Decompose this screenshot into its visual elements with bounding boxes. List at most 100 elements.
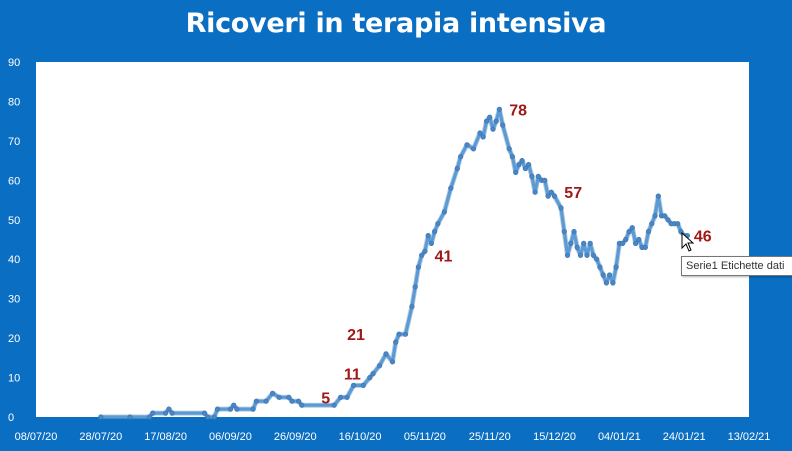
- data-point: [338, 394, 344, 400]
- data-point: [581, 240, 587, 246]
- data-point: [529, 173, 535, 179]
- data-point: [662, 213, 668, 219]
- data-label: 5: [321, 390, 330, 407]
- data-point: [351, 382, 357, 389]
- data-label: 11: [344, 367, 361, 384]
- data-point: [127, 414, 133, 420]
- y-tick-label: 0: [8, 412, 14, 424]
- data-point: [169, 410, 175, 416]
- data-point: [367, 375, 373, 381]
- data-point: [568, 240, 574, 246]
- data-point: [509, 154, 516, 160]
- data-point: [289, 398, 295, 404]
- data-point: [412, 284, 418, 290]
- x-tick-label: 26/09/20: [274, 431, 317, 443]
- data-point: [610, 280, 616, 286]
- data-point: [632, 240, 639, 246]
- data-point: [665, 217, 671, 223]
- data-point: [652, 213, 658, 219]
- data-point: [594, 256, 600, 262]
- data-point: [623, 236, 629, 243]
- data-point: [201, 410, 208, 416]
- data-point: [545, 193, 551, 199]
- data-point: [535, 173, 541, 179]
- data-point: [464, 142, 470, 148]
- data-point: [571, 229, 577, 235]
- data-point: [253, 398, 259, 404]
- data-point: [525, 162, 532, 168]
- data-point: [584, 252, 590, 258]
- data-point: [376, 363, 383, 369]
- data-point: [551, 193, 558, 199]
- data-point: [454, 165, 460, 172]
- data-point: [590, 252, 597, 258]
- x-tick-label: 25/11/20: [469, 431, 511, 443]
- data-point: [522, 165, 529, 172]
- data-point: [542, 177, 548, 183]
- data-point: [496, 106, 503, 112]
- data-label: 78: [509, 102, 527, 119]
- data-point: [564, 252, 571, 258]
- data-point: [146, 414, 152, 420]
- data-point: [490, 126, 496, 132]
- data-point: [642, 244, 648, 250]
- data-point: [344, 394, 350, 400]
- y-tick-label: 40: [8, 254, 20, 266]
- data-point: [214, 406, 221, 412]
- x-tick-label: 24/01/21: [663, 431, 706, 443]
- data-point: [409, 304, 415, 310]
- data-point: [603, 280, 610, 286]
- x-tick-label: 16/10/20: [339, 431, 382, 443]
- data-point: [636, 236, 642, 243]
- chart-title: Ricoveri in terapia intensiva: [185, 8, 607, 39]
- data-point: [393, 339, 399, 345]
- data-point: [263, 398, 269, 404]
- data-point: [480, 134, 486, 140]
- data-point: [422, 248, 428, 254]
- data-point: [629, 225, 635, 231]
- data-point: [574, 244, 580, 250]
- data-point: [493, 118, 499, 124]
- data-point: [561, 229, 567, 235]
- data-point: [415, 264, 422, 270]
- y-tick-label: 30: [8, 294, 20, 306]
- data-point: [645, 229, 652, 235]
- data-point: [295, 398, 302, 404]
- data-point: [448, 185, 454, 191]
- data-point: [506, 146, 512, 152]
- x-tick-label: 04/01/21: [598, 431, 641, 443]
- data-point: [513, 169, 519, 175]
- tooltip: Serie1 Etichette dati: [681, 256, 792, 276]
- y-tick-label: 90: [8, 57, 20, 69]
- data-point: [441, 209, 448, 215]
- y-tick-label: 20: [8, 333, 20, 345]
- data-point: [360, 382, 366, 389]
- data-point: [270, 390, 276, 396]
- data-label: 46: [694, 229, 712, 246]
- x-tick-label: 28/07/20: [79, 431, 122, 443]
- data-point: [432, 229, 438, 235]
- data-point: [458, 154, 464, 160]
- data-point: [389, 359, 396, 365]
- data-point: [163, 410, 169, 416]
- y-tick-label: 50: [8, 215, 20, 227]
- data-point: [477, 130, 483, 136]
- y-tick-label: 80: [8, 96, 20, 108]
- data-point: [500, 122, 506, 128]
- x-tick-label: 06/09/20: [209, 431, 252, 443]
- data-point: [577, 252, 584, 258]
- y-tick-label: 70: [8, 136, 20, 148]
- data-point: [150, 410, 156, 416]
- data-label: 41: [435, 248, 453, 265]
- data-point: [419, 252, 425, 258]
- data-point: [532, 189, 538, 195]
- data-point: [483, 118, 490, 124]
- data-point: [250, 406, 256, 412]
- data-point: [587, 240, 593, 246]
- x-tick-label: 05/11/20: [404, 431, 446, 443]
- data-point: [276, 394, 282, 400]
- x-tick-label: 08/07/20: [15, 431, 58, 443]
- data-point: [655, 193, 661, 199]
- data-point: [516, 162, 522, 168]
